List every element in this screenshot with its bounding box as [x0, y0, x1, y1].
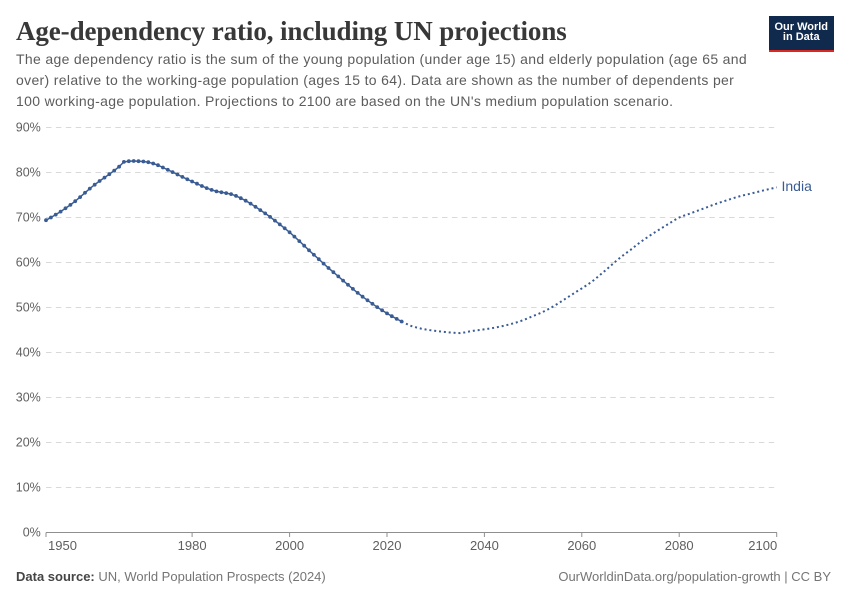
svg-text:70%: 70% [16, 211, 41, 225]
svg-text:2020: 2020 [373, 538, 402, 553]
svg-text:60%: 60% [16, 256, 41, 270]
svg-text:2080: 2080 [665, 538, 694, 553]
svg-text:2060: 2060 [567, 538, 596, 553]
svg-text:2040: 2040 [470, 538, 499, 553]
svg-text:1980: 1980 [178, 538, 207, 553]
svg-text:0%: 0% [23, 526, 41, 540]
svg-text:80%: 80% [16, 166, 41, 180]
svg-text:2100: 2100 [748, 538, 777, 553]
svg-text:40%: 40% [16, 346, 41, 360]
svg-text:50%: 50% [16, 301, 41, 315]
svg-text:10%: 10% [16, 481, 41, 495]
svg-text:30%: 30% [16, 391, 41, 405]
svg-text:2000: 2000 [275, 538, 304, 553]
svg-text:90%: 90% [16, 121, 41, 135]
svg-text:1950: 1950 [48, 538, 77, 553]
svg-text:India: India [782, 178, 813, 194]
svg-text:20%: 20% [16, 436, 41, 450]
